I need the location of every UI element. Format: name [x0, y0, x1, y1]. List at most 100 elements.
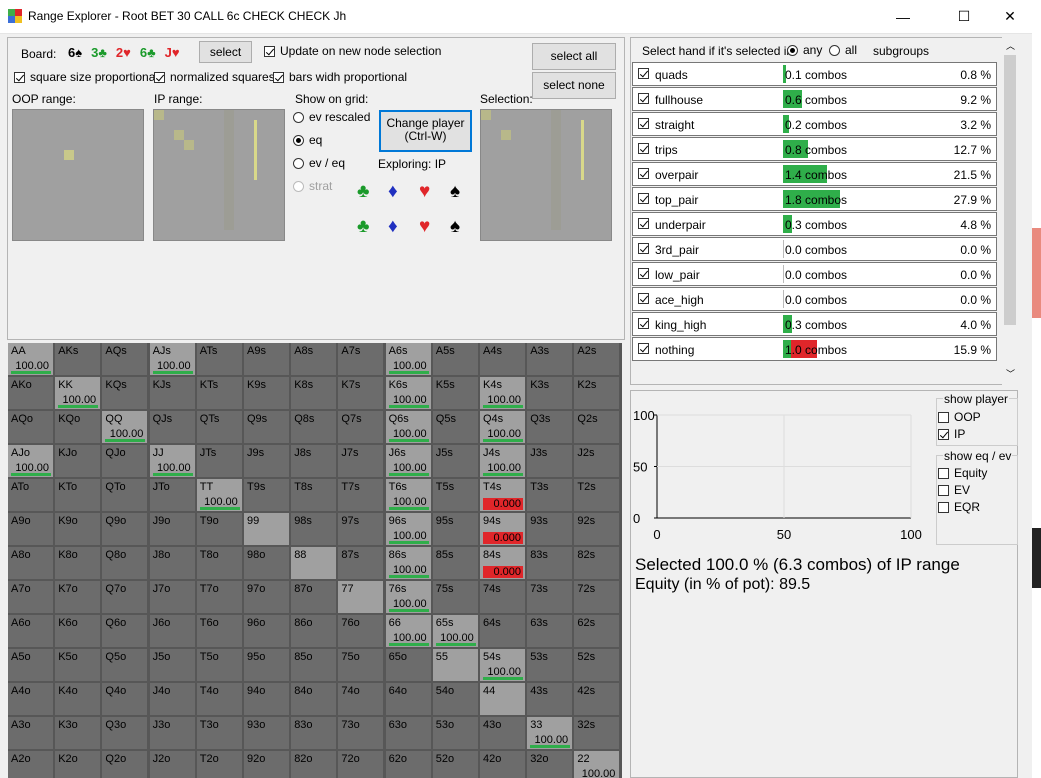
eqr-checkbox[interactable]: EQR [938, 500, 980, 514]
checkbox-icon[interactable] [638, 93, 649, 104]
hand-cell[interactable]: Q3o [102, 717, 148, 749]
hand-cell[interactable]: AJs 100.00 [149, 343, 195, 375]
hand-cell[interactable]: 43s [527, 683, 573, 715]
hand-cell[interactable]: 83s [527, 547, 573, 579]
hand-cell[interactable]: 54s 100.00 [480, 649, 525, 681]
hand-cell[interactable]: 43o [480, 717, 525, 749]
hand-cell[interactable]: 92s [574, 513, 620, 545]
hand-cell[interactable]: T9s [244, 479, 289, 511]
hand-cell[interactable]: A5o [8, 649, 53, 681]
update-on-node-checkbox[interactable]: Update on new node selection [264, 44, 441, 58]
ip-checkbox[interactable]: IP [938, 427, 965, 441]
hand-cell[interactable]: K2s [574, 377, 620, 409]
hand-cell[interactable]: J7s [338, 445, 384, 477]
hand-cell[interactable]: 62o [385, 751, 431, 778]
subgroup-row[interactable]: low_pair 0.0 combos 0.0 % [632, 262, 997, 286]
hand-cell[interactable]: 98s [291, 513, 337, 545]
hand-cell[interactable]: 54o [432, 683, 478, 715]
subgroup-row[interactable]: straight 0.2 combos 3.2 % [632, 112, 997, 136]
hand-cell[interactable]: K4s 100.00 [480, 377, 525, 409]
hand-cell[interactable]: K3s [527, 377, 573, 409]
all-radio[interactable]: all [829, 43, 857, 57]
hand-cell[interactable]: K8s [291, 377, 337, 409]
hand-cell[interactable]: Q8o [102, 547, 148, 579]
hand-cell[interactable]: Q2s [574, 411, 620, 443]
hand-cell[interactable]: 86o [291, 615, 337, 647]
board-select-button[interactable]: select [199, 41, 252, 63]
hand-cell[interactable]: A5s [432, 343, 478, 375]
hand-cell[interactable]: 33 100.00 [527, 717, 573, 749]
hand-cell[interactable]: 94o [244, 683, 289, 715]
hand-cell[interactable]: J4s 100.00 [480, 445, 525, 477]
scroll-down-icon[interactable]: ﹀ [1006, 369, 1016, 379]
hand-cell[interactable]: 96s 100.00 [385, 513, 431, 545]
hand-cell[interactable]: 63o [385, 717, 431, 749]
hand-cell[interactable]: J6o [149, 615, 195, 647]
hand-cell[interactable]: 98o [244, 547, 289, 579]
hand-cell[interactable]: J6s 100.00 [385, 445, 431, 477]
hand-cell[interactable]: 95s [432, 513, 478, 545]
hand-cell[interactable]: Q7o [102, 581, 148, 613]
hand-cell[interactable]: 94s 0.000 [480, 513, 525, 545]
hand-cell[interactable]: J2o [149, 751, 195, 778]
hand-cell[interactable]: A3s [527, 343, 573, 375]
hand-cell[interactable]: 63s [527, 615, 573, 647]
hand-cell[interactable]: KTs [196, 377, 242, 409]
subgroup-row[interactable]: overpair 1.4 combos 21.5 % [632, 162, 997, 186]
hand-cell[interactable]: K6o [55, 615, 101, 647]
change-player-button[interactable]: Change player (Ctrl-W) [379, 110, 472, 152]
hand-cell[interactable]: 93o [244, 717, 289, 749]
hand-cell[interactable]: Q6o [102, 615, 148, 647]
spade-icon[interactable]: ♠ [450, 181, 461, 202]
hand-cell[interactable]: J3s [527, 445, 573, 477]
hand-cell[interactable]: AKs [55, 343, 101, 375]
hand-cell[interactable]: T7o [196, 581, 242, 613]
hand-cell[interactable]: 22 100.00 [574, 751, 620, 778]
hand-cell[interactable]: J3o [149, 717, 195, 749]
hand-cell[interactable]: TT 100.00 [196, 479, 242, 511]
hand-cell[interactable]: T6o [196, 615, 242, 647]
hand-cell[interactable]: 76o [338, 615, 384, 647]
hand-cell[interactable]: 76s 100.00 [385, 581, 431, 613]
subgroups-scrollbar[interactable]: ︿ ﹀ [1002, 37, 1018, 385]
hand-cell[interactable]: 72o [338, 751, 384, 778]
hand-cell[interactable]: Q8s [291, 411, 337, 443]
scroll-thumb[interactable] [1004, 55, 1016, 325]
hand-cell[interactable]: T3o [196, 717, 242, 749]
hand-cell[interactable]: 84s 0.000 [480, 547, 525, 579]
hand-cell[interactable]: T2o [196, 751, 242, 778]
checkbox-icon[interactable] [938, 412, 949, 423]
hand-cell[interactable]: 65s 100.00 [432, 615, 478, 647]
bars-width-checkbox[interactable]: bars widh proportional [273, 70, 407, 84]
hand-cell[interactable]: 86s 100.00 [385, 547, 431, 579]
subgroup-row[interactable]: fullhouse 0.6 combos 9.2 % [632, 87, 997, 111]
radio-icon[interactable] [787, 45, 798, 56]
hand-cell[interactable]: 74o [338, 683, 384, 715]
subgroup-row[interactable]: king_high 0.3 combos 4.0 % [632, 312, 997, 336]
ev-checkbox[interactable]: EV [938, 483, 970, 497]
radio-icon[interactable] [293, 158, 304, 169]
hand-cell[interactable]: J7o [149, 581, 195, 613]
hand-cell[interactable]: 85s [432, 547, 478, 579]
hand-cell[interactable]: KTo [55, 479, 101, 511]
checkbox-icon[interactable] [638, 268, 649, 279]
minimize-button[interactable]: — [896, 8, 910, 25]
any-radio[interactable]: any [787, 43, 822, 57]
hand-cell[interactable]: A7o [8, 581, 53, 613]
hand-cell[interactable]: 53s [527, 649, 573, 681]
checkbox-icon[interactable] [938, 502, 949, 513]
hand-cell[interactable]: T4o [196, 683, 242, 715]
hand-cell[interactable]: A2s [574, 343, 620, 375]
hand-cell[interactable]: AA 100.00 [8, 343, 53, 375]
hand-cell[interactable]: QJs [149, 411, 195, 443]
hand-cell[interactable]: T3s [527, 479, 573, 511]
hand-cell[interactable]: K4o [55, 683, 101, 715]
hand-cell[interactable]: K7s [338, 377, 384, 409]
hand-cell[interactable]: Q9s [244, 411, 289, 443]
radio-icon[interactable] [829, 45, 840, 56]
subgroup-row[interactable]: nothing 1.0 combos 15.9 % [632, 337, 997, 361]
hand-cell[interactable]: K7o [55, 581, 101, 613]
hand-cell[interactable]: Q6s 100.00 [385, 411, 431, 443]
hand-cell[interactable]: T2s [574, 479, 620, 511]
hand-cell[interactable]: J5o [149, 649, 195, 681]
